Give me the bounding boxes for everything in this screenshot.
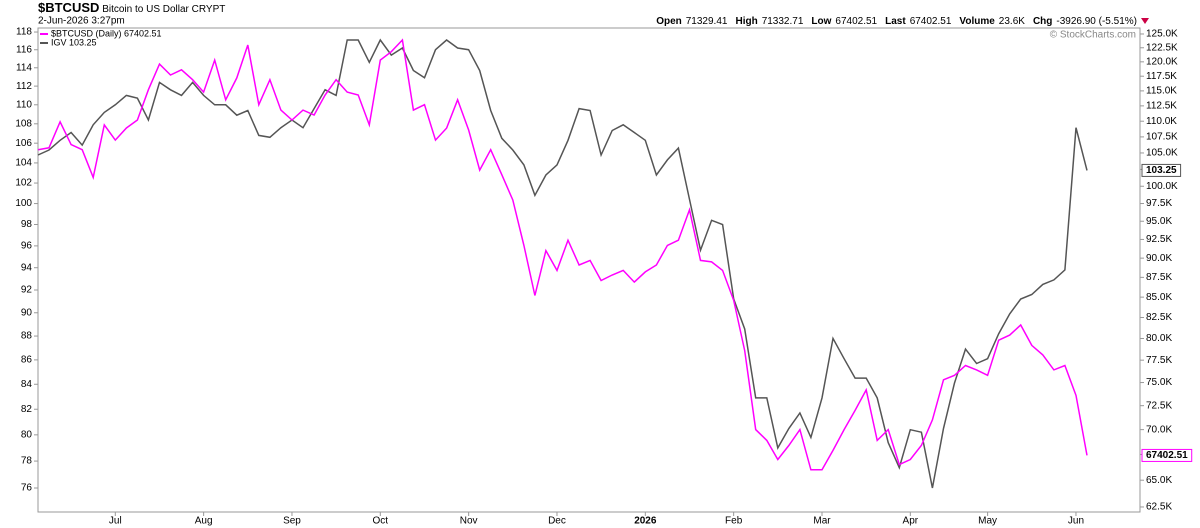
- y-tick-label: 106: [15, 138, 32, 149]
- x-tick-label: Nov: [460, 516, 478, 527]
- y2-tick-label: 70.0K: [1146, 424, 1172, 435]
- y2-tick-label: 65.0K: [1146, 475, 1172, 486]
- y-tick-label: 84: [21, 379, 33, 390]
- y-tick-label: 78: [21, 456, 33, 467]
- x-tick-label: Dec: [548, 516, 566, 527]
- y2-tick-label: 115.0K: [1146, 86, 1177, 97]
- quote-label: High: [735, 16, 757, 27]
- y2-tick-label: 85.0K: [1146, 292, 1172, 303]
- y2-tick-label: 80.0K: [1146, 333, 1172, 344]
- quote-value: 23.6K: [999, 16, 1025, 27]
- y-tick-label: 98: [21, 219, 33, 230]
- x-tick-label: Sep: [283, 516, 301, 527]
- y-tick-label: 100: [15, 198, 32, 209]
- quote-value: 67402.51: [910, 16, 952, 27]
- quote-label: Low: [811, 16, 831, 27]
- header-line: $BTCUSD Bitcoin to US Dollar CRYPT: [38, 0, 225, 15]
- last-value-box: [1141, 163, 1182, 177]
- y-tick-label: 76: [21, 483, 33, 494]
- y2-tick-label: 72.5K: [1146, 400, 1172, 411]
- y2-tick-label: 62.5K: [1146, 502, 1172, 513]
- x-tick-label: Jun: [1068, 516, 1084, 527]
- y-tick-label: 80: [21, 429, 33, 440]
- symbol: $BTCUSD: [38, 0, 99, 15]
- last-value-box: [1141, 448, 1193, 462]
- quote-value: -3926.90 (-5.51%): [1056, 16, 1137, 27]
- y-tick-label: 116: [16, 44, 32, 55]
- y-tick-label: 92: [21, 285, 33, 296]
- quote-label: Open: [656, 16, 682, 27]
- last-value-tag: 67402.51: [1141, 448, 1193, 462]
- quote-label: Last: [885, 16, 906, 27]
- y-tick-label: 112: [16, 81, 32, 92]
- y2-tick-label: 95.0K: [1146, 216, 1172, 227]
- y2-tick-label: 107.5K: [1146, 132, 1178, 143]
- quote-label: Volume: [959, 16, 995, 27]
- y2-tick-label: 82.5K: [1146, 312, 1172, 323]
- y-tick-label: 88: [21, 331, 33, 342]
- y-tick-label: 104: [15, 158, 32, 169]
- y2-tick-label: 117.5K: [1146, 71, 1177, 82]
- y2-tick-label: 120.0K: [1146, 56, 1178, 67]
- x-tick-label: Oct: [373, 516, 389, 527]
- y2-tick-label: 92.5K: [1146, 234, 1172, 245]
- quote-value: 67402.51: [835, 16, 877, 27]
- x-tick-label: 2026: [634, 516, 657, 527]
- y-tick-label: 94: [21, 262, 33, 273]
- x-tick-label: Feb: [725, 516, 743, 527]
- y2-tick-label: 122.5K: [1146, 42, 1178, 53]
- y2-tick-label: 97.5K: [1146, 198, 1172, 209]
- y-tick-label: 118: [16, 27, 32, 38]
- quote-label: Chg: [1033, 16, 1052, 27]
- x-tick-label: May: [978, 516, 997, 527]
- y2-tick-label: 77.5K: [1146, 355, 1172, 366]
- y-tick-label: 114: [16, 62, 32, 73]
- plot-frame: [37, 27, 1141, 513]
- y-tick-label: 90: [21, 307, 33, 318]
- series-line: [37, 38, 1088, 489]
- last-value-label: 67402.51: [1146, 450, 1188, 461]
- y-tick-label: 96: [21, 241, 33, 252]
- y-tick-label: 110: [16, 99, 32, 110]
- symbol-name: Bitcoin to US Dollar: [102, 4, 189, 15]
- quote: Open 71329.41 High 71332.71 Low 67402.51 Last 6…: [656, 16, 1137, 27]
- y2-tick-label: 105.0K: [1146, 148, 1178, 159]
- y-tick-label: 82: [21, 404, 33, 415]
- y2-tick-label: 75.0K: [1146, 377, 1172, 388]
- date: 2-Jun-2026 3:27pm: [38, 16, 125, 27]
- legend-label: $BTCUSD (Daily) 67402.51: [51, 28, 162, 38]
- y2-tick-label: 112.5K: [1146, 101, 1177, 112]
- y-tick-label: 86: [21, 355, 33, 366]
- quote-value: 71332.71: [762, 16, 804, 27]
- quote-value: 71329.41: [686, 16, 728, 27]
- y2-tick-label: 110.0K: [1146, 116, 1177, 127]
- last-value-tag: 103.25: [1141, 163, 1182, 177]
- x-tick-label: Jul: [109, 516, 122, 527]
- y2-tick-label: 87.5K: [1146, 272, 1172, 283]
- down-arrow: [1141, 18, 1149, 24]
- y2-tick-label: 125.0K: [1146, 29, 1178, 40]
- x-tick-label: Aug: [195, 516, 213, 527]
- y2-tick-label: 100.0K: [1146, 181, 1178, 192]
- last-value-label: 103.25: [1146, 165, 1177, 176]
- series-line: [37, 38, 1088, 471]
- y2-tick-label: 90.0K: [1146, 253, 1172, 264]
- x-tick-label: Apr: [903, 516, 919, 527]
- y-tick-label: 102: [15, 178, 32, 189]
- exchange: CRYPT: [192, 4, 226, 15]
- legend-label: IGV 103.25: [51, 37, 97, 47]
- copyright: © StockCharts.com: [1050, 30, 1136, 41]
- x-tick-label: Mar: [813, 516, 831, 527]
- y-tick-label: 108: [15, 118, 32, 129]
